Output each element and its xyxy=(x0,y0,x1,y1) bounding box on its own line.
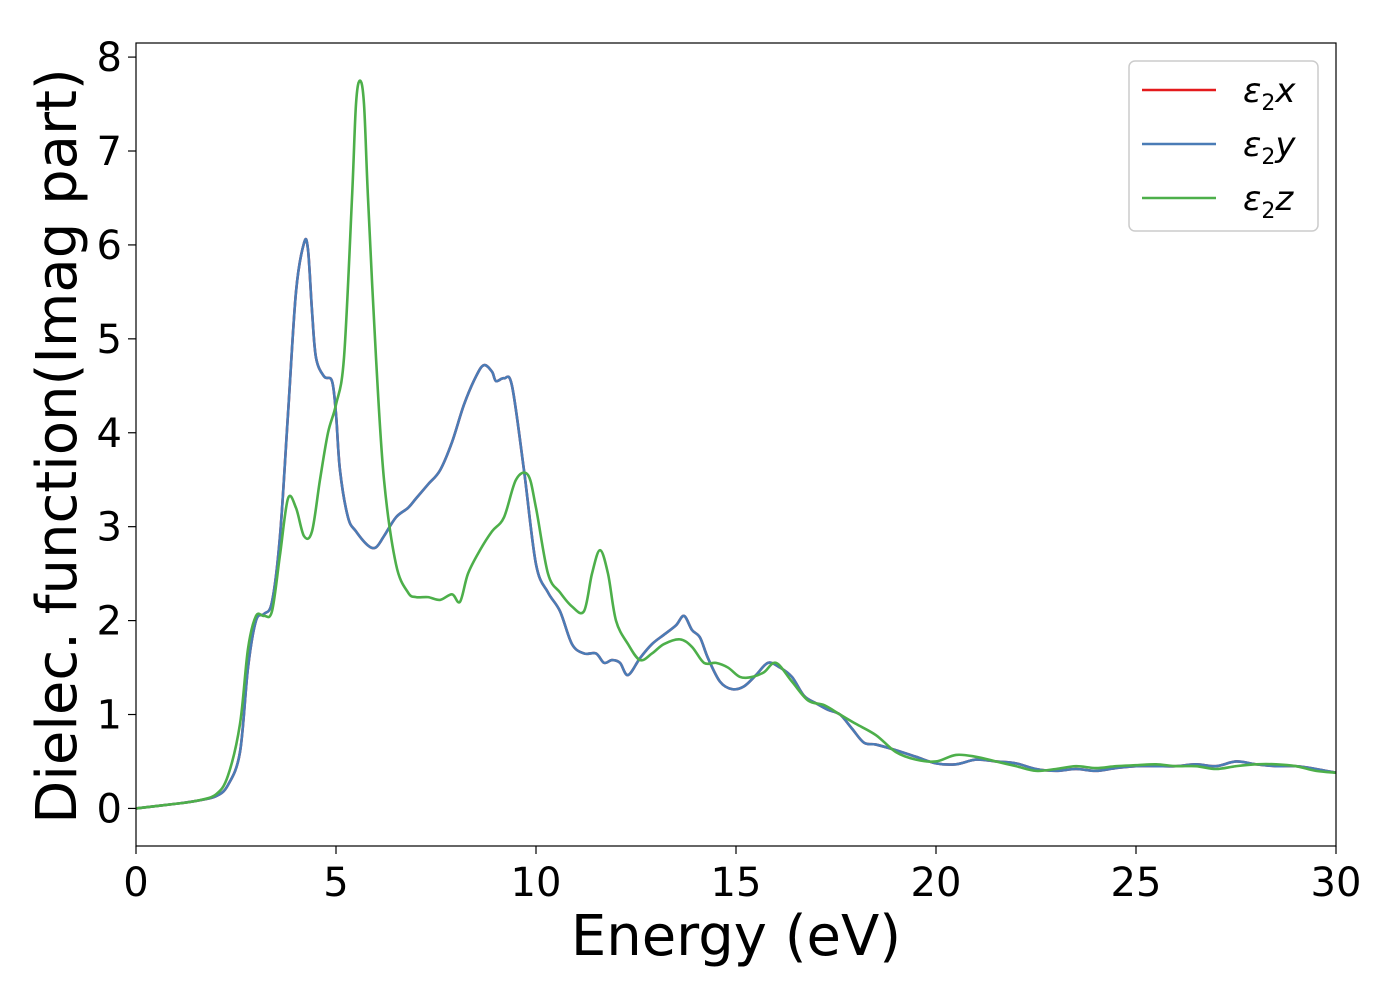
y-tick-label: 2 xyxy=(97,599,122,645)
x-tick-label: 30 xyxy=(1311,860,1362,906)
x-tick-label: 5 xyxy=(323,860,348,906)
y-tick-label: 5 xyxy=(97,317,122,363)
y-tick-label: 3 xyxy=(97,505,122,551)
legend-label-z: ε2z xyxy=(1243,179,1294,224)
y-tick-label: 8 xyxy=(97,35,122,81)
x-tick-label: 15 xyxy=(711,860,762,906)
x-axis: 0 5 10 15 20 25 30 xyxy=(123,846,1361,906)
x-tick-label: 20 xyxy=(911,860,962,906)
legend-label-x: ε2x xyxy=(1243,71,1296,116)
y-axis: 0 1 2 3 4 5 6 7 8 xyxy=(97,35,136,832)
y-axis-label: Dielec. function(Imag part) xyxy=(25,68,90,824)
y-tick-label: 4 xyxy=(97,411,122,457)
series-line-y xyxy=(135,237,1337,810)
legend-label-y: ε2y xyxy=(1243,125,1296,170)
x-tick-label: 25 xyxy=(1111,860,1162,906)
series-line-z xyxy=(135,79,1337,810)
legend-box xyxy=(1128,60,1319,232)
x-axis-label: Energy (eV) xyxy=(571,904,901,969)
series-layer xyxy=(135,79,1337,810)
x-tick-label: 0 xyxy=(123,860,148,906)
y-tick-label: 7 xyxy=(97,129,122,175)
y-tick-label: 1 xyxy=(97,693,122,739)
x-tick-label: 10 xyxy=(511,860,562,906)
legend: ε2x ε2y ε2z xyxy=(1128,60,1319,232)
y-tick-label: 0 xyxy=(97,786,122,832)
y-tick-label: 6 xyxy=(97,223,122,269)
